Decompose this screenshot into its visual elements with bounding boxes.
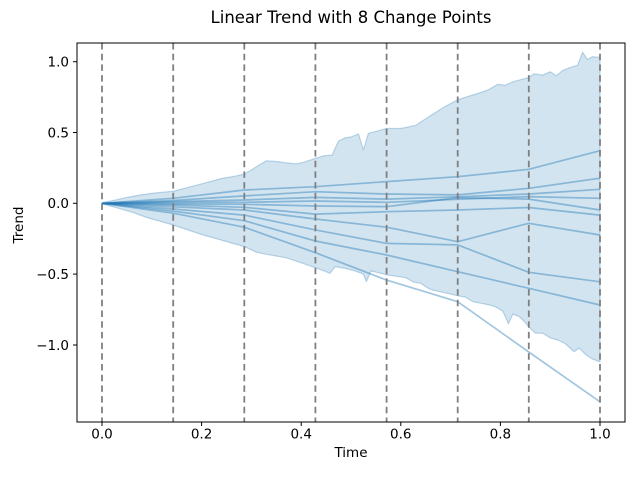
trend-sample-9 <box>101 202 601 306</box>
trend-sample-3 <box>101 188 601 205</box>
y-tick-label: 1.0 <box>48 55 69 71</box>
axes-spines-layer <box>76 42 626 423</box>
x-tick-label: 0.6 <box>390 427 411 443</box>
x-tick-label: 1.0 <box>589 427 610 443</box>
tick-layer: 0.0 0.2 0.4 0.6 0.8 1.0 −1.0 −0.5 0.0 0.5 1.0 <box>36 55 611 443</box>
trend-sample-7 <box>101 202 601 243</box>
y-axis-label: Trend <box>11 206 27 244</box>
changepoint-lines-layer <box>101 43 601 422</box>
y-tick-label: −1.0 <box>36 338 69 354</box>
trend-lines-layer <box>101 149 601 403</box>
trend-sample-10 <box>101 202 601 403</box>
trend-sample-6 <box>101 202 601 216</box>
trend-sample-2 <box>101 177 601 205</box>
x-tick-label: 0.4 <box>290 427 311 443</box>
x-tick-label: 0.0 <box>91 427 112 443</box>
uncertainty-band-layer <box>101 51 601 363</box>
axes-spines <box>76 42 626 423</box>
x-tick-label: 0.2 <box>191 427 212 443</box>
trend-sample-8 <box>101 202 601 283</box>
y-tick-label: 0.5 <box>48 125 69 141</box>
uncertainty-band <box>101 51 601 363</box>
trend-sample-1 <box>101 149 601 205</box>
x-axis-label: Time <box>334 445 368 461</box>
trend-sample-4 <box>101 195 601 205</box>
chart-title: Linear Trend with 8 Change Points <box>210 8 492 27</box>
y-tick-label: −0.5 <box>36 267 69 283</box>
y-tick-label: 0.0 <box>48 196 69 212</box>
x-tick-label: 0.8 <box>490 427 511 443</box>
trend-sample-5 <box>101 196 601 211</box>
